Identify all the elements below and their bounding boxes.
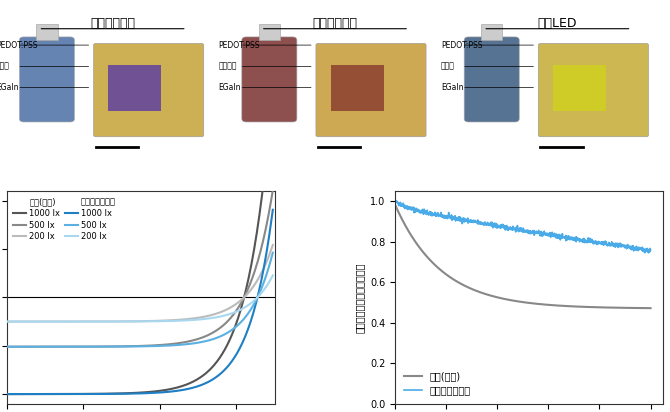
Bar (481, 24, 502, 40)
Line: 全塗布プロセス: 全塗布プロセス (395, 201, 651, 253)
Bar (331, 65, 384, 110)
Text: EGaIn: EGaIn (441, 83, 464, 92)
Text: EGaIn: EGaIn (0, 83, 19, 92)
FancyBboxPatch shape (242, 37, 297, 122)
FancyBboxPatch shape (94, 43, 204, 137)
Legend: 参照(蒸着), 全塗布プロセス: 参照(蒸着), 全塗布プロセス (400, 367, 474, 399)
Y-axis label: エネルギー変換効率保持率: エネルギー変換効率保持率 (354, 262, 364, 332)
Text: PEDOT:PSS: PEDOT:PSS (0, 41, 38, 49)
全塗布プロセス (494, 224, 502, 229)
Bar (259, 24, 280, 40)
FancyBboxPatch shape (464, 37, 519, 122)
全塗布プロセス (567, 236, 575, 241)
Text: 光検出層: 光検出層 (218, 62, 237, 71)
Text: EGaIn: EGaIn (218, 83, 241, 92)
Line: 参照(蒸着): 参照(蒸着) (395, 205, 651, 308)
参照(蒸着) (647, 306, 655, 311)
全塗布プロセス (595, 239, 603, 244)
FancyBboxPatch shape (316, 43, 426, 137)
参照(蒸着) (567, 304, 575, 309)
全塗布プロセス (645, 250, 653, 255)
FancyBboxPatch shape (538, 43, 649, 137)
全塗布プロセス (647, 248, 655, 253)
参照(蒸着) (417, 248, 425, 253)
Text: PEDOT:PSS: PEDOT:PSS (218, 41, 260, 49)
Text: 有機太陽電池: 有機太陽電池 (90, 17, 135, 30)
Bar (109, 65, 161, 110)
全塗布プロセス (417, 209, 425, 214)
Text: 有機光検出器: 有機光検出器 (312, 17, 358, 30)
参照(蒸着) (494, 295, 502, 300)
Bar (36, 24, 58, 40)
FancyBboxPatch shape (19, 37, 74, 122)
Text: 有機LED: 有機LED (537, 17, 577, 30)
参照(蒸着) (595, 305, 603, 310)
Bar (553, 65, 606, 110)
Text: PEDOT:PSS: PEDOT:PSS (441, 41, 482, 49)
全塗布プロセス (391, 199, 399, 204)
Text: 発電層: 発電層 (0, 62, 10, 71)
Text: 発光層: 発光層 (441, 62, 455, 71)
参照(蒸着) (590, 305, 598, 310)
全塗布プロセス (590, 239, 598, 244)
参照(蒸着) (391, 203, 399, 208)
Legend: 参照(蒸着), 1000 lx, 500 lx, 200 lx, 全塗布プロセス, 1000 lx, 500 lx, 200 lx: 参照(蒸着), 1000 lx, 500 lx, 200 lx, 全塗布プロセス… (11, 195, 119, 244)
参照(蒸着) (504, 297, 512, 302)
全塗布プロセス (504, 225, 512, 230)
